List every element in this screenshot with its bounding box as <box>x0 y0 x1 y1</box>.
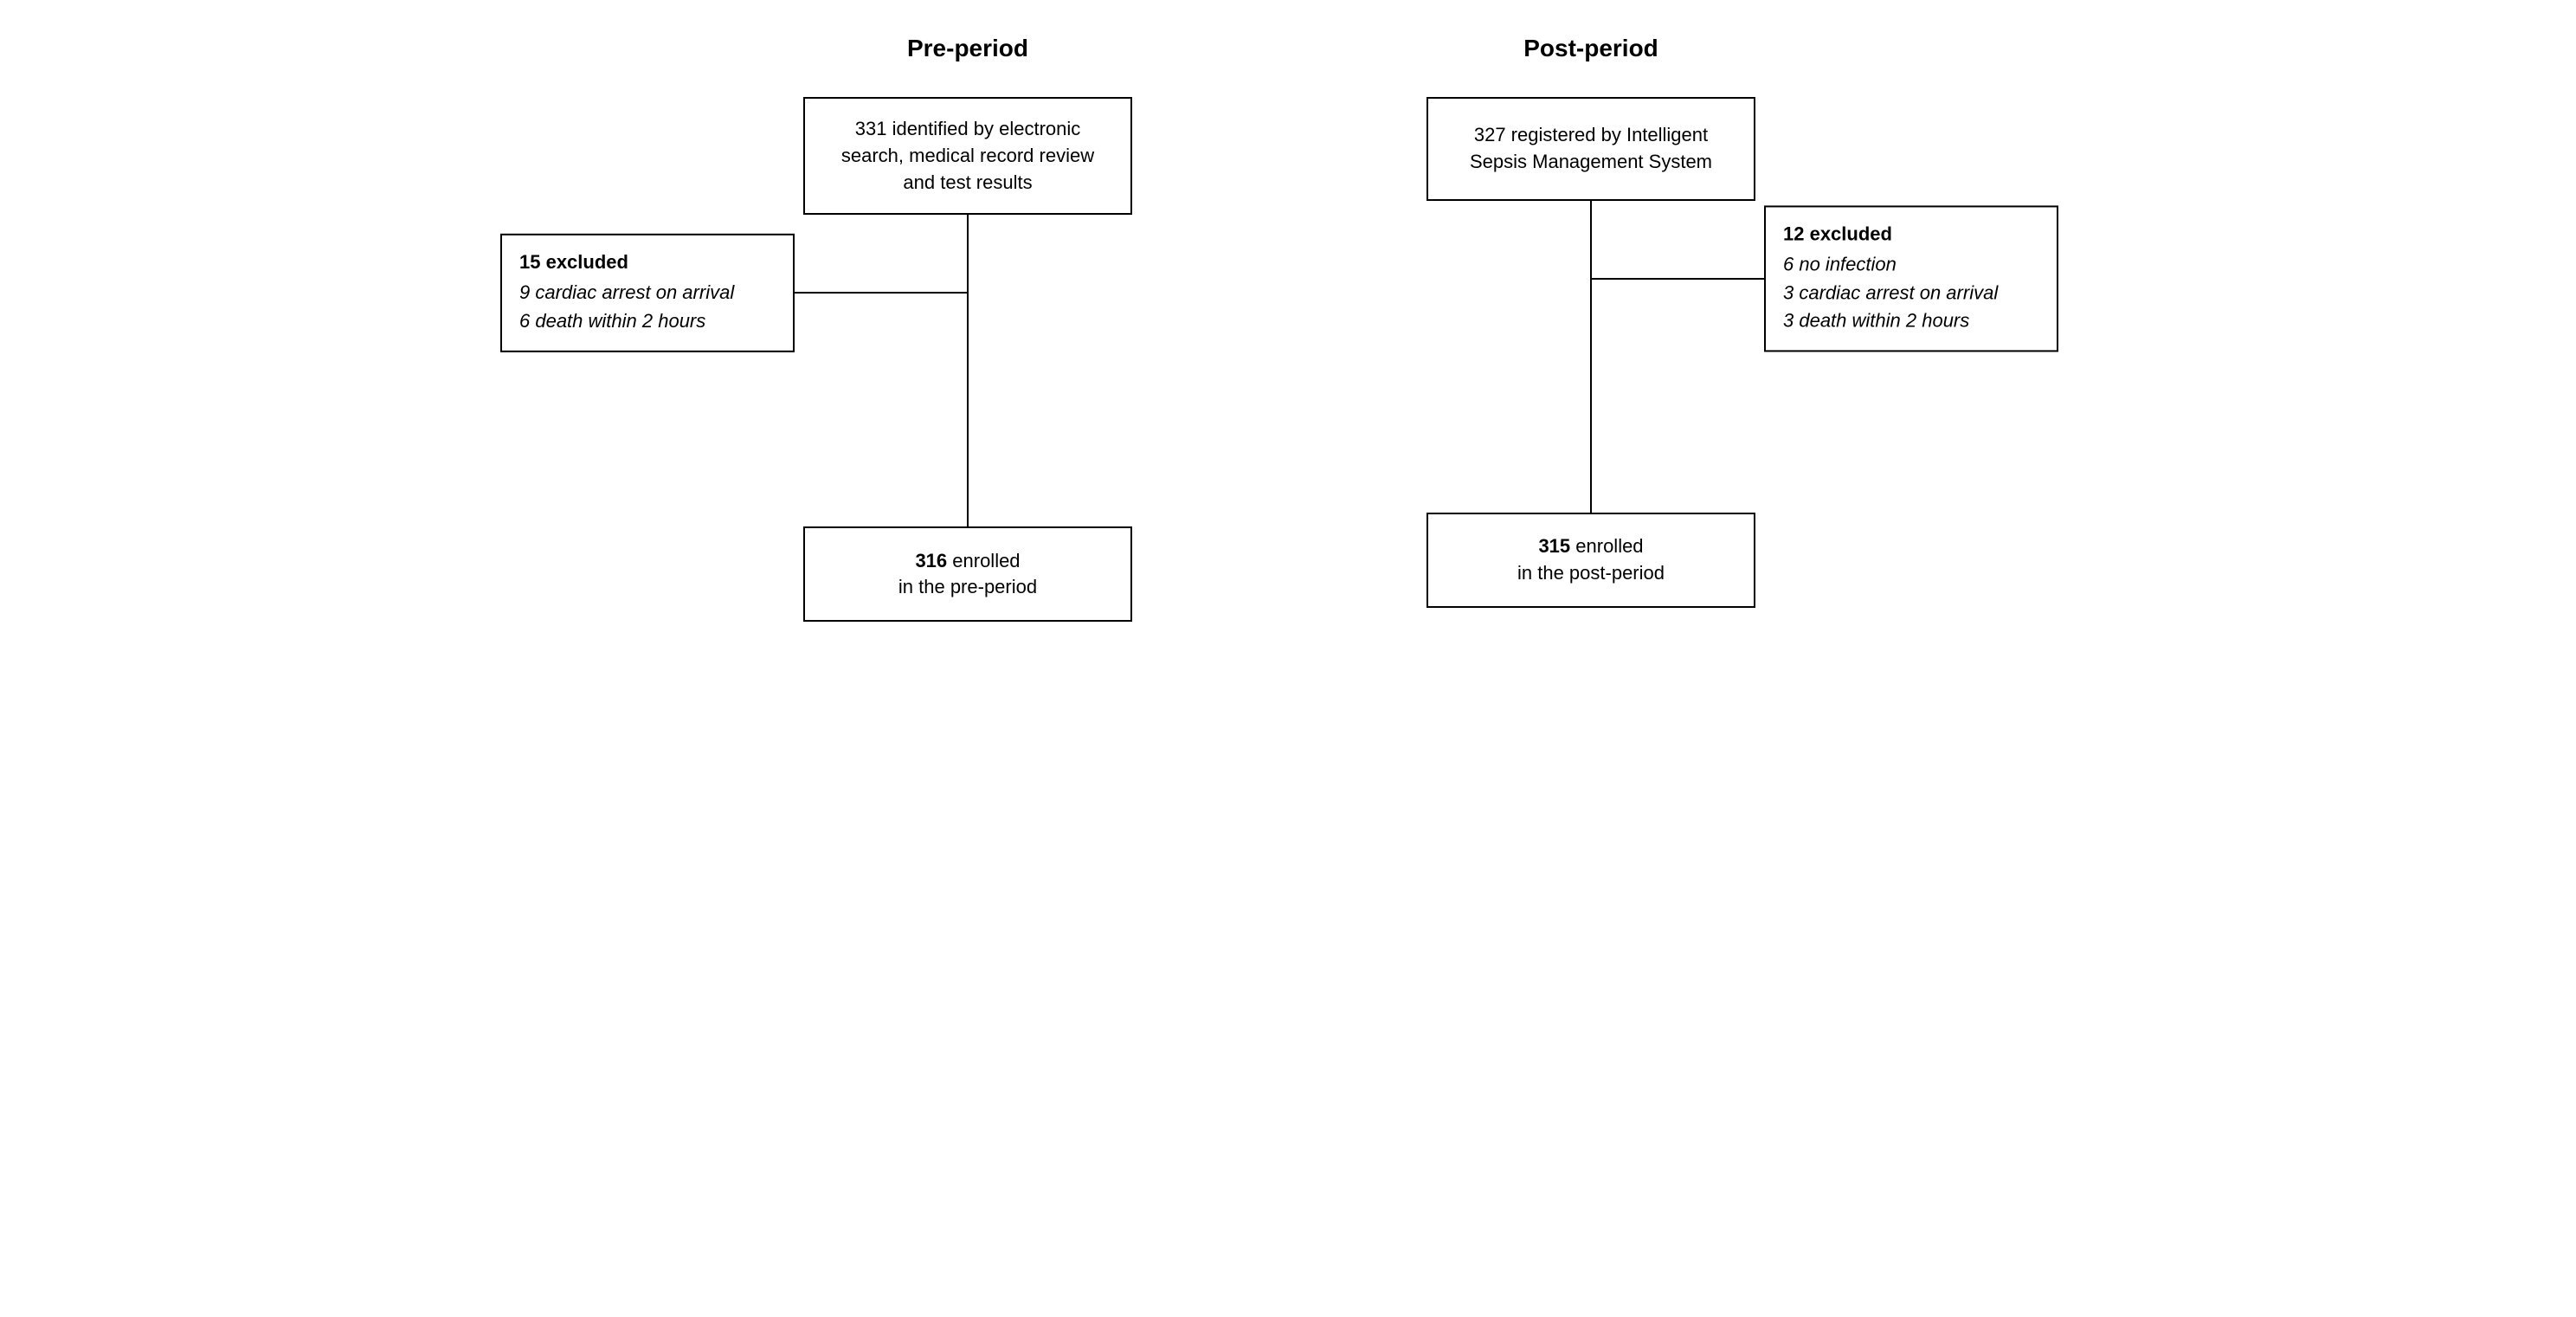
post-exclusion-header: 12 excluded <box>1783 221 2039 248</box>
post-bottom-bold: 315 <box>1538 535 1570 557</box>
pre-bottom-box: 316 enrolled in the pre-period <box>803 526 1132 622</box>
post-exclusion-item: 3 cardiac arrest on arrival <box>1783 280 2039 307</box>
post-bottom-rest: enrolled <box>1570 535 1643 557</box>
post-exclusion-box: 12 excluded 6 no infection 3 cardiac arr… <box>1764 205 2058 352</box>
pre-hline <box>795 292 968 294</box>
column-pre: Pre-period 331 identified by electronic … <box>708 35 1227 622</box>
pre-connector-upper: 15 excluded 9 cardiac arrest on arrival … <box>708 215 1227 371</box>
column-post-header: Post-period <box>1523 35 1658 62</box>
post-exclusion-item: 6 no infection <box>1783 251 2039 278</box>
pre-exclusion-header: 15 excluded <box>519 249 776 276</box>
post-exclusion-wrapper: 12 excluded 6 no infection 3 cardiac arr… <box>1764 205 2058 352</box>
column-post-stack: Post-period 327 registered by Intelligen… <box>1314 35 1868 608</box>
post-top-box: 327 registered by Intelligent Sepsis Man… <box>1426 97 1755 201</box>
pre-vline-lower <box>967 371 969 526</box>
pre-exclusion-wrapper: 15 excluded 9 cardiac arrest on arrival … <box>500 234 795 352</box>
post-connector-lower <box>1314 357 1868 513</box>
post-vline-lower <box>1590 357 1592 513</box>
pre-top-box: 331 identified by electronic search, med… <box>803 97 1132 215</box>
column-pre-header: Pre-period <box>907 35 1028 62</box>
pre-top-box-text: 331 identified by electronic search, med… <box>826 116 1110 196</box>
post-bottom-box: 315 enrolled in the post-period <box>1426 513 1755 608</box>
post-bottom-line1: 315 enrolled <box>1538 533 1643 560</box>
pre-bottom-rest: enrolled <box>947 550 1020 571</box>
pre-bottom-bold: 316 <box>915 550 947 571</box>
flowchart-container: Pre-period 331 identified by electronic … <box>596 35 1980 622</box>
post-top-box-text: 327 registered by Intelligent Sepsis Man… <box>1449 122 1733 176</box>
post-hline <box>1591 278 1764 280</box>
pre-connector-lower <box>708 371 1227 526</box>
column-post: Post-period 327 registered by Intelligen… <box>1314 35 1868 622</box>
pre-bottom-line2: in the pre-period <box>898 574 1037 601</box>
pre-exclusion-item: 6 death within 2 hours <box>519 308 776 335</box>
pre-exclusion-box: 15 excluded 9 cardiac arrest on arrival … <box>500 234 795 352</box>
pre-bottom-line1: 316 enrolled <box>915 548 1020 575</box>
post-exclusion-item: 3 death within 2 hours <box>1783 308 2039 335</box>
column-pre-stack: Pre-period 331 identified by electronic … <box>708 35 1227 622</box>
post-connector-upper: 12 excluded 6 no infection 3 cardiac arr… <box>1314 201 1868 357</box>
pre-exclusion-item: 9 cardiac arrest on arrival <box>519 280 776 307</box>
post-bottom-line2: in the post-period <box>1517 560 1665 587</box>
